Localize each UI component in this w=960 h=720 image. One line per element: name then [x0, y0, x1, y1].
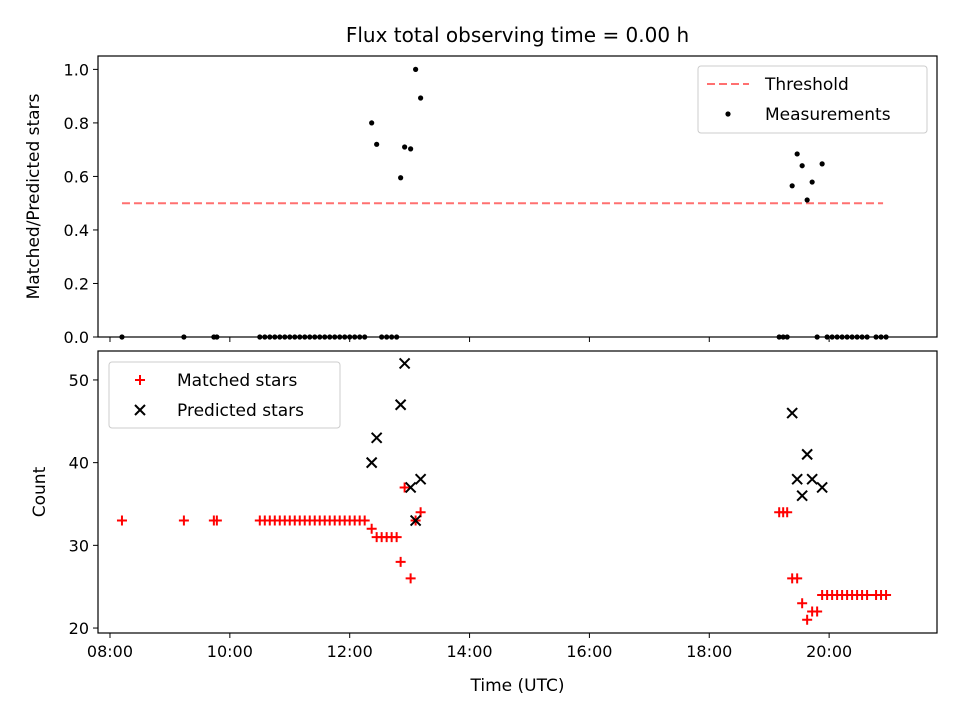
predicted-star-point: [409, 514, 422, 527]
legend-predicted-swatch: [134, 404, 146, 416]
y-tick-label: 1.0: [64, 60, 89, 79]
matched-star-point: [211, 515, 222, 526]
axes-frame: [97, 55, 938, 338]
predicted-star-point: [801, 448, 813, 461]
panel-ratio: 0.0 0.2 0.4 0.6 0.8 1.0 Matched/Predicted star…: [24, 55, 938, 347]
measurement-point: [413, 66, 419, 72]
y-axis-label: Count: [30, 466, 50, 517]
matched-star-point: [792, 573, 803, 584]
measurement-point: [819, 161, 825, 167]
y-tick-label: 0.2: [64, 274, 89, 293]
measurement-point: [418, 95, 424, 101]
legend-box: [108, 361, 341, 429]
matched-star-point: [797, 598, 808, 609]
predicted-star-point: [370, 432, 383, 444]
measurement-point: [794, 151, 800, 157]
matched-star-point: [862, 589, 873, 600]
x-axis-label: Time (UTC): [470, 676, 565, 696]
panel-count: 08:00 10:00 12:00 14:00 16:00 18:00 20:00 20 30 4…: [30, 350, 938, 661]
y-tick-label: 0.6: [64, 167, 89, 186]
x-tick-label: 20:00: [806, 642, 852, 661]
x-tick-label: 10:00: [207, 642, 253, 661]
chart-title: Flux total observing time = 0.00 h: [346, 23, 689, 47]
y-tick-label: 50: [69, 371, 89, 390]
matched-star-point: [366, 523, 377, 534]
x-tick-label: 14:00: [447, 642, 493, 661]
measurement-point: [804, 197, 810, 203]
y-tick-label: 20: [69, 619, 89, 638]
predicted-star-point: [398, 357, 411, 370]
y-tick-label: 40: [69, 454, 89, 473]
legend-threshold-label: Threshold: [764, 75, 849, 95]
legend-measurements-label: Measurements: [765, 105, 891, 125]
predicted-star-point: [414, 473, 427, 485]
y-tick-label: 30: [69, 536, 89, 555]
plot-area: [116, 357, 892, 625]
x-tick-label: 18:00: [686, 642, 732, 661]
matched-star-point: [395, 556, 406, 567]
legend: Matched stars Predicted stars: [108, 361, 341, 429]
predicted-star-point: [404, 481, 417, 494]
matched-star-point: [178, 515, 189, 526]
measurement-point: [809, 179, 815, 185]
predicted-star-point: [791, 473, 803, 485]
measurement-point: [799, 163, 805, 169]
x-tick-label: 08:00: [87, 642, 133, 661]
y-axis-label: Matched/Predicted stars: [24, 93, 44, 299]
measurement-point: [369, 120, 375, 126]
y-tick-label: 0.0: [64, 328, 89, 347]
predicted-star-point: [816, 481, 828, 494]
measurement-point: [408, 146, 414, 152]
predicted-star-point: [365, 456, 378, 469]
matched-star-point: [359, 515, 370, 526]
measurement-point: [398, 175, 404, 181]
y-tick-label: 0.4: [64, 221, 89, 240]
measurement-point: [402, 144, 408, 150]
legend: Threshold Measurements: [697, 65, 928, 134]
x-tick-label: 16:00: [566, 642, 612, 661]
matched-star-point: [399, 482, 410, 493]
axes-frame: [97, 350, 938, 634]
matched-star-point: [405, 573, 416, 584]
measurement-point: [789, 183, 795, 189]
y-tick-label: 0.8: [64, 114, 89, 133]
matched-star-point: [116, 515, 127, 526]
predicted-star-point: [806, 473, 818, 485]
matched-star-point: [391, 532, 402, 543]
matched-star-point: [802, 614, 813, 625]
legend-box: [697, 65, 928, 134]
legend-measurements-swatch: [725, 111, 731, 117]
matched-star-point: [782, 507, 793, 518]
x-tick-label: 12:00: [327, 642, 373, 661]
legend-matched-swatch: [135, 375, 145, 385]
legend-matched-label: Matched stars: [177, 371, 297, 391]
predicted-star-point: [796, 490, 808, 502]
matched-star-point: [812, 606, 823, 617]
predicted-star-point: [394, 399, 407, 411]
predicted-star-point: [786, 407, 798, 419]
matched-star-point: [881, 589, 892, 600]
measurement-point: [374, 141, 380, 147]
legend-predicted-label: Predicted stars: [177, 401, 304, 421]
